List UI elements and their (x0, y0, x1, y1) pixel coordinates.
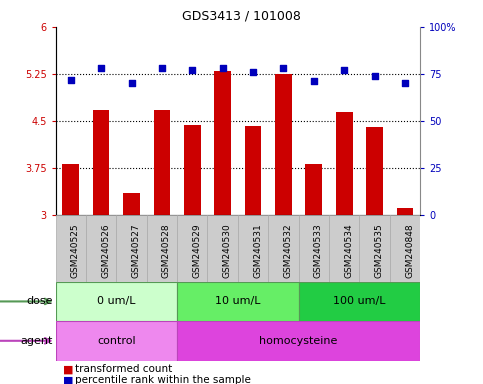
Text: GSM240525: GSM240525 (71, 223, 80, 278)
Text: 10 um/L: 10 um/L (215, 296, 261, 306)
Bar (214, 71, 231, 215)
Text: GSM240533: GSM240533 (314, 223, 323, 278)
Point (67, 76, 74, 83)
Text: 100 um/L: 100 um/L (333, 296, 386, 306)
Point (401, 80, 409, 86)
Bar (86, 215, 116, 282)
Bar (123, 193, 140, 215)
Text: homocysteine: homocysteine (259, 336, 338, 346)
Bar (177, 282, 298, 321)
Text: GSM240531: GSM240531 (253, 223, 262, 278)
Bar (366, 127, 383, 215)
Point (371, 73, 379, 79)
Text: ■: ■ (63, 364, 73, 374)
Bar (116, 215, 147, 282)
Text: 0 um/L: 0 um/L (97, 296, 136, 306)
Text: GSM240528: GSM240528 (162, 223, 171, 278)
Point (310, 78, 318, 84)
Bar (177, 321, 420, 361)
Bar (390, 215, 420, 282)
Bar (56, 282, 177, 321)
Bar (298, 215, 329, 282)
Bar (329, 215, 359, 282)
Bar (336, 111, 353, 215)
Bar (245, 126, 261, 215)
Text: agent: agent (21, 336, 53, 346)
Bar (56, 321, 177, 361)
Bar (268, 215, 298, 282)
Text: GSM240529: GSM240529 (192, 223, 201, 278)
Bar (177, 215, 208, 282)
Text: control: control (97, 336, 136, 346)
Text: GSM240527: GSM240527 (131, 223, 141, 278)
Text: GSM240534: GSM240534 (344, 223, 353, 278)
Bar (62, 164, 79, 215)
Text: percentile rank within the sample: percentile rank within the sample (75, 375, 251, 384)
Bar (298, 282, 420, 321)
Text: ■: ■ (63, 375, 73, 384)
Text: transformed count: transformed count (75, 364, 172, 374)
Bar (154, 110, 170, 215)
Point (188, 67, 196, 73)
Point (158, 65, 166, 71)
Text: GDS3413 / 101008: GDS3413 / 101008 (182, 10, 301, 23)
Point (280, 65, 287, 71)
Text: GSM240535: GSM240535 (375, 223, 384, 278)
Bar (184, 125, 200, 215)
Bar (238, 215, 268, 282)
Text: GSM240530: GSM240530 (223, 223, 232, 278)
Text: dose: dose (27, 296, 53, 306)
Point (128, 80, 135, 86)
Bar (305, 164, 322, 215)
Bar (359, 215, 390, 282)
Text: GSM240532: GSM240532 (284, 223, 293, 278)
Point (219, 65, 227, 71)
Point (249, 69, 257, 75)
Point (97, 65, 105, 71)
Bar (208, 215, 238, 282)
Bar (275, 74, 292, 215)
Bar (397, 207, 413, 215)
Text: GSM240848: GSM240848 (405, 223, 414, 278)
Point (341, 67, 348, 73)
Bar (93, 110, 110, 215)
Bar (56, 215, 86, 282)
Text: GSM240526: GSM240526 (101, 223, 110, 278)
Bar (147, 215, 177, 282)
